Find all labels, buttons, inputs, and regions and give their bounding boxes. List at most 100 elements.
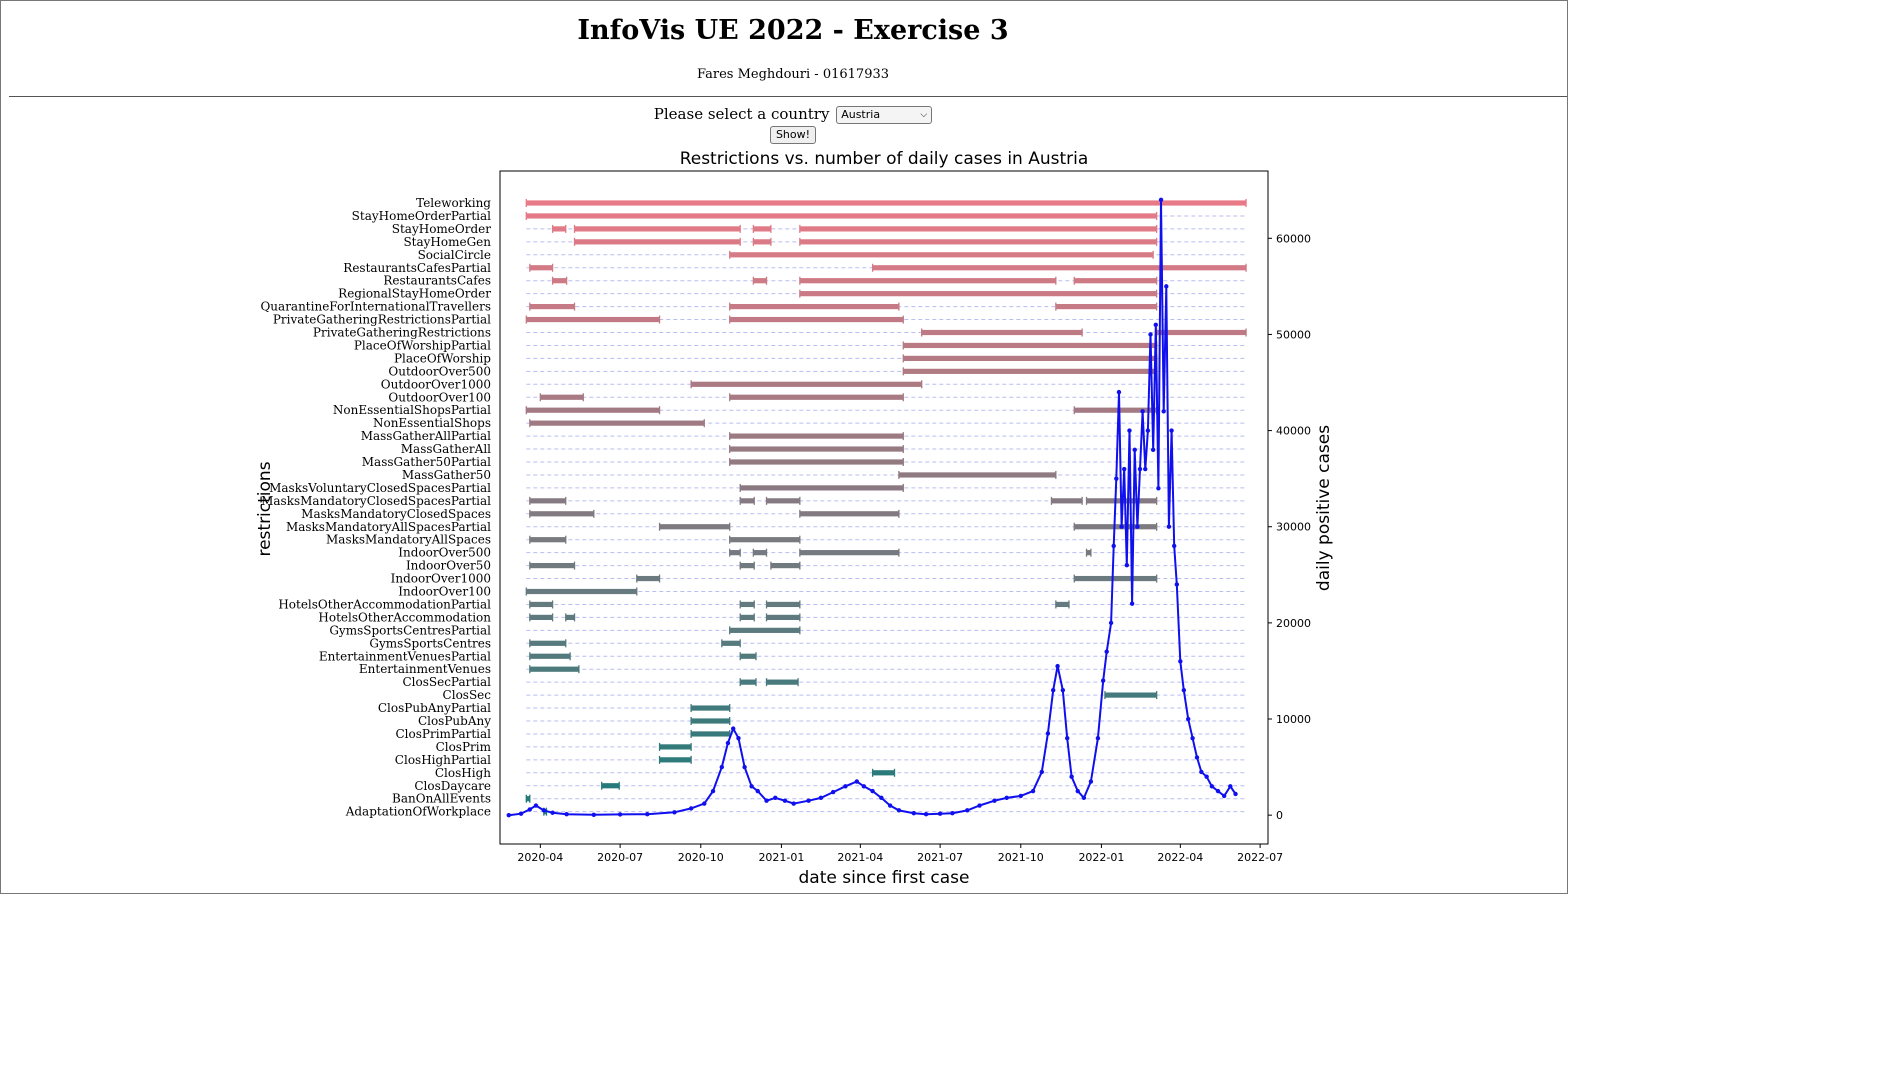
restriction-bar xyxy=(529,653,571,659)
restriction-bar xyxy=(601,783,620,789)
restriction-label: PrivateGatheringRestrictionsPartial xyxy=(273,313,491,327)
restriction-bar xyxy=(1156,329,1247,336)
daily-cases-point xyxy=(1081,795,1087,801)
x-tick-label: 2021-01 xyxy=(758,851,804,864)
restriction-label: IndoorOver50 xyxy=(406,559,491,573)
restriction-bar xyxy=(740,563,755,569)
y2-tick-label: 10000 xyxy=(1276,713,1311,726)
restriction-bar xyxy=(799,550,899,556)
daily-cases-point xyxy=(1161,409,1166,414)
daily-cases-point xyxy=(1030,788,1036,794)
restriction-bar xyxy=(529,640,566,646)
daily-cases-line xyxy=(508,199,1237,817)
restriction-bar xyxy=(740,653,756,659)
restriction-bar xyxy=(691,381,922,387)
restriction-bar xyxy=(903,355,1157,361)
daily-cases-point xyxy=(1045,731,1051,736)
restriction-bar xyxy=(540,394,584,400)
show-button[interactable]: Show! xyxy=(769,126,817,144)
restriction-label: PlaceOfWorshipPartial xyxy=(354,338,491,352)
restriction-bar xyxy=(1074,575,1157,582)
y2-axis-label: daily positive cases xyxy=(1314,425,1334,591)
restriction-bar xyxy=(729,537,800,543)
daily-cases-point xyxy=(1122,466,1127,472)
country-controls: Please select a country Austria ⌵ Show! xyxy=(1,104,1585,144)
restriction-bar xyxy=(740,485,904,491)
daily-cases-point xyxy=(887,803,893,808)
x-tick-label: 2021-10 xyxy=(998,851,1044,864)
daily-cases-point xyxy=(719,764,725,770)
country-select[interactable]: Austria ⌵ xyxy=(836,106,933,124)
daily-cases-point xyxy=(725,740,731,746)
daily-cases-point xyxy=(736,736,741,741)
restriction-bar xyxy=(753,278,767,284)
restriction-bar xyxy=(903,342,1157,349)
restriction-bar xyxy=(691,731,730,737)
daily-cases-point xyxy=(1004,795,1009,801)
y2-tick-label: 0 xyxy=(1276,809,1283,822)
daily-cases-point xyxy=(1209,784,1215,789)
daily-cases-point xyxy=(533,803,539,808)
restriction-label: AdaptationOfWorkplace xyxy=(345,805,491,819)
restriction-label: EntertainmentVenuesPartial xyxy=(319,649,491,663)
restriction-bar xyxy=(1074,278,1157,284)
restriction-bar xyxy=(529,666,579,672)
restriction-bar xyxy=(529,537,566,543)
daily-cases-point xyxy=(950,811,955,816)
restriction-label: PlaceOfWorship xyxy=(394,351,491,365)
daily-cases-point xyxy=(1166,524,1172,529)
restriction-bar xyxy=(729,627,800,633)
daily-cases-point xyxy=(1174,582,1180,587)
daily-cases-point xyxy=(1204,774,1209,779)
daily-cases-point xyxy=(1124,562,1130,568)
daily-cases-point xyxy=(806,798,811,803)
daily-cases-point xyxy=(672,810,677,815)
restrictions-chart: TeleworkingStayHomeOrderPartialStayHomeO… xyxy=(255,149,1334,888)
daily-cases-point xyxy=(1194,755,1200,760)
restriction-label: ClosSec xyxy=(443,688,492,702)
y2-tick-label: 30000 xyxy=(1276,521,1311,534)
chevron-down-icon: ⌵ xyxy=(920,110,928,120)
daily-cases-point xyxy=(1171,543,1177,549)
restriction-bar xyxy=(659,757,692,763)
daily-cases-point xyxy=(1156,486,1161,491)
daily-cases-point xyxy=(1158,197,1164,203)
restriction-bar xyxy=(636,575,660,582)
daily-cases-point xyxy=(1075,788,1080,794)
daily-cases-point xyxy=(1065,736,1070,741)
restriction-bar xyxy=(721,640,741,646)
daily-cases-point xyxy=(710,788,716,794)
daily-cases-point xyxy=(755,788,760,794)
restriction-bar xyxy=(799,239,1157,245)
restriction-bar xyxy=(659,744,692,750)
daily-cases-point xyxy=(1221,793,1227,799)
daily-cases-point xyxy=(518,811,524,816)
restriction-bar xyxy=(753,239,771,245)
restriction-label: HotelsOtherAccommodationPartial xyxy=(278,597,491,611)
plot-frame xyxy=(499,170,1269,845)
restriction-bar xyxy=(529,563,575,569)
restriction-bar xyxy=(799,511,899,517)
daily-cases-point xyxy=(1164,284,1169,289)
daily-cases-point xyxy=(550,810,555,815)
x-tick-label: 2022-07 xyxy=(1237,851,1283,864)
restriction-label: ClosSecPartial xyxy=(402,675,491,689)
daily-cases-point xyxy=(843,784,848,789)
daily-cases-point xyxy=(1116,389,1122,395)
daily-cases-point xyxy=(896,808,902,813)
daily-cases-point xyxy=(527,807,533,812)
daily-cases-point xyxy=(1100,678,1106,683)
daily-cases-point xyxy=(1169,428,1174,433)
daily-cases-point xyxy=(702,801,707,806)
daily-cases-point xyxy=(1148,332,1153,337)
restriction-bar xyxy=(766,679,799,685)
x-tick-label: 2020-07 xyxy=(597,851,643,864)
restriction-bar xyxy=(529,304,575,310)
restriction-bar xyxy=(526,200,1247,206)
restriction-bar xyxy=(529,601,553,608)
restriction-bar xyxy=(740,498,755,504)
restriction-label: QuarantineForInternationalTravellers xyxy=(260,300,491,314)
restriction-bar xyxy=(526,213,1157,219)
restriction-label: RestaurantsCafes xyxy=(383,274,491,288)
daily-cases-point xyxy=(1127,428,1132,433)
